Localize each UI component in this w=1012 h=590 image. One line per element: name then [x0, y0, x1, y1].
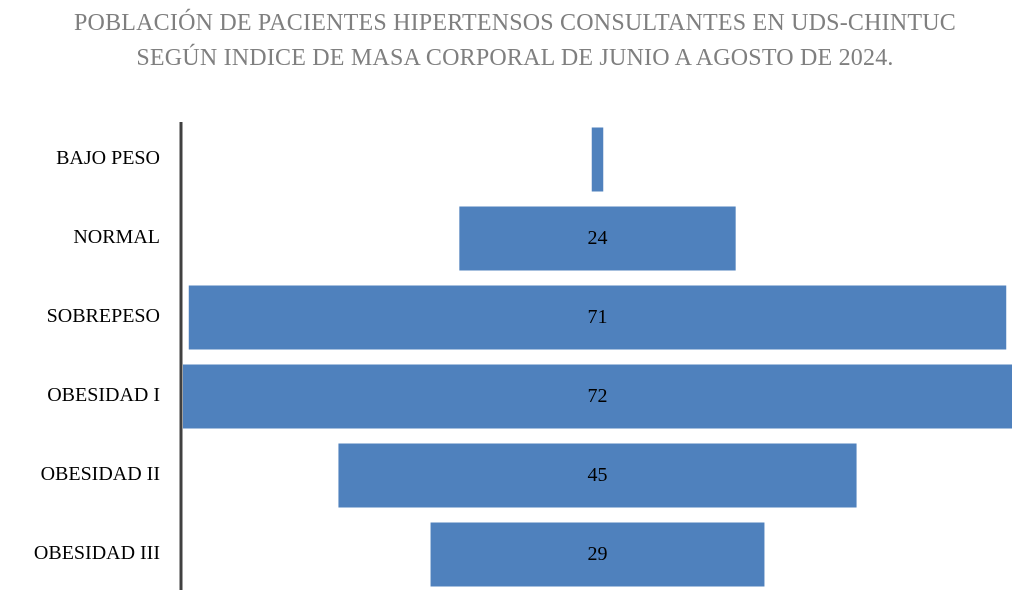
bar [430, 522, 765, 587]
data-label: 24 [588, 227, 608, 249]
category-label: SOBREPESO [47, 305, 160, 327]
category-label: NORMAL [73, 226, 160, 248]
category-label: OBESIDAD III [34, 542, 160, 564]
bar [183, 364, 1012, 429]
data-label: 72 [588, 385, 608, 407]
data-label: 71 [588, 306, 608, 328]
bar [459, 206, 736, 271]
chart-title: POBLACIÓN DE PACIENTES HIPERTENSOS CONSU… [74, 10, 956, 71]
category-label: OBESIDAD I [47, 384, 160, 406]
bar [188, 285, 1007, 350]
bar [338, 443, 857, 508]
category-label: BAJO PESO [56, 147, 160, 169]
data-label: 29 [588, 543, 608, 565]
category-label: OBESIDAD II [41, 463, 160, 485]
data-label: 45 [588, 464, 608, 486]
bar [591, 127, 604, 192]
